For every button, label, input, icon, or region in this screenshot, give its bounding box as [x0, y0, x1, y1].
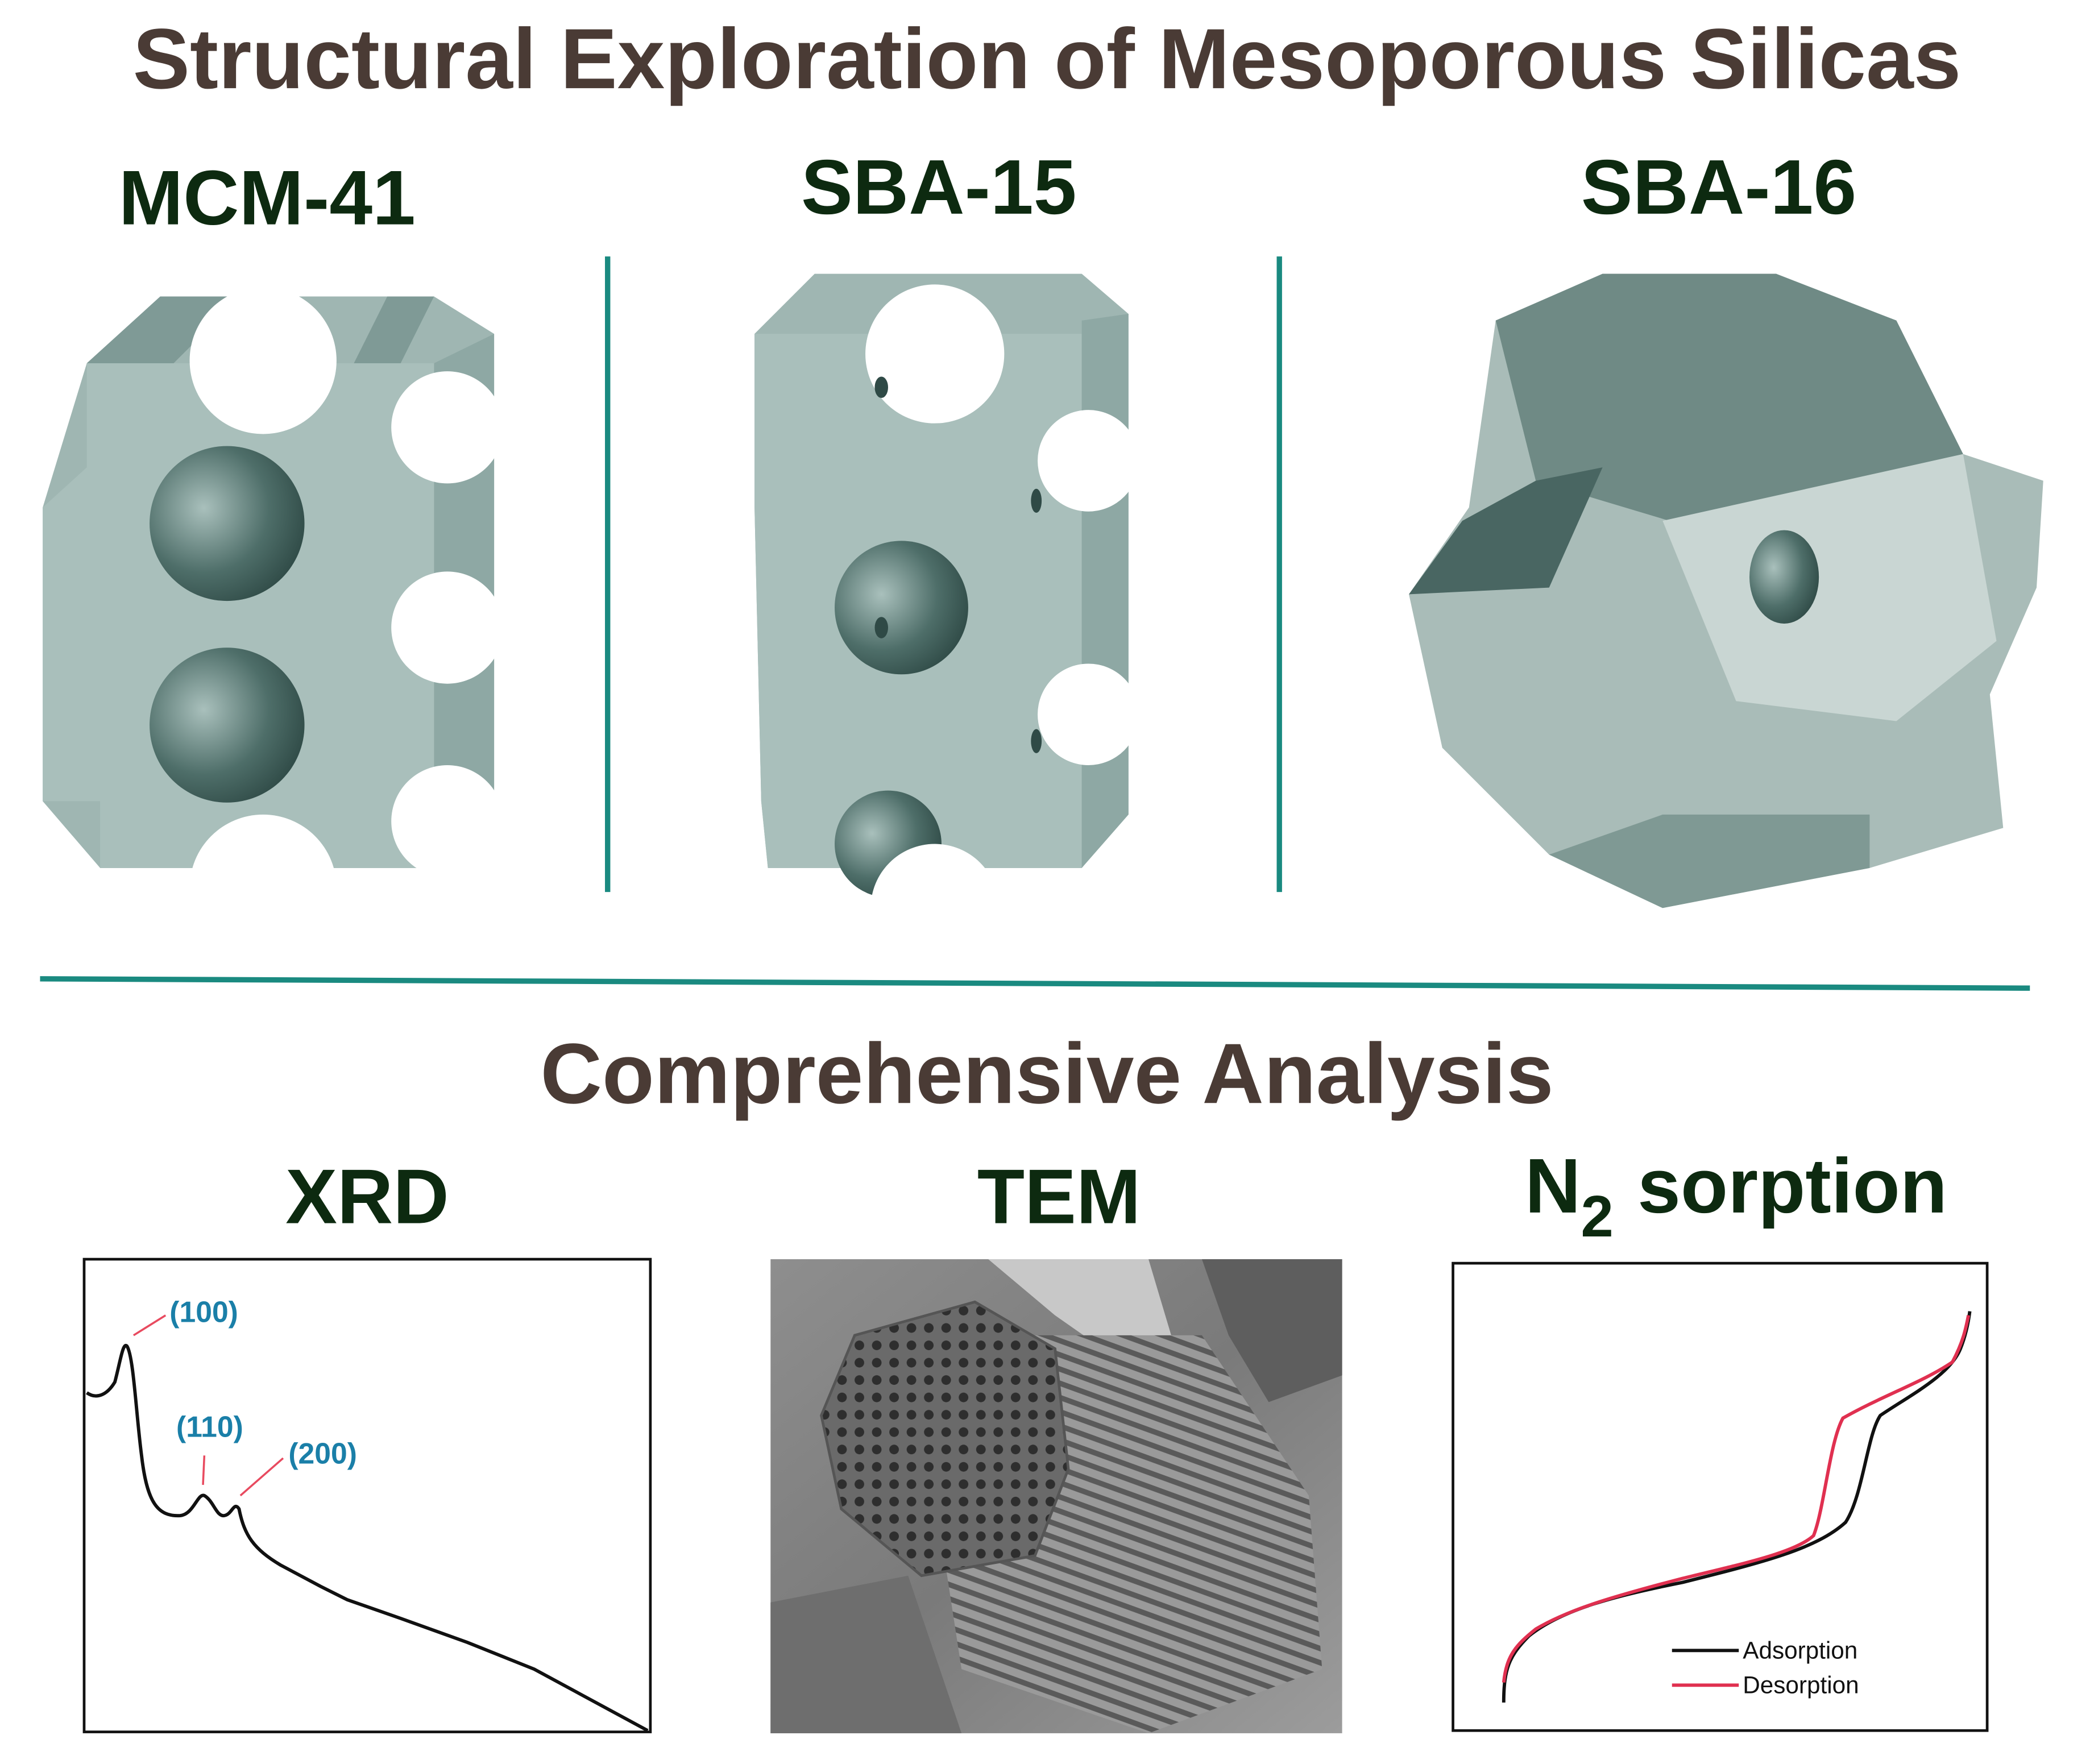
- legend-label: Adsorption: [1743, 1637, 1857, 1663]
- sba16-model: [1409, 273, 2043, 908]
- sorption-plot: Adsorption Desorption: [1452, 1261, 1989, 1732]
- panel-label: XRD: [285, 1153, 449, 1240]
- structure-label: SBA-15: [801, 144, 1076, 230]
- structure-label: SBA-16: [1581, 144, 1856, 230]
- section-title: Comprehensive Analysis: [540, 1026, 1553, 1121]
- legend-label: Desorption: [1743, 1671, 1859, 1698]
- label-suffix: sorption: [1637, 1143, 1947, 1229]
- main-title: Structural Exploration of Mesoporous Sil…: [133, 11, 1962, 106]
- panel-label: N2 sorption: [1525, 1143, 1947, 1249]
- mcm41-model: [43, 287, 504, 962]
- sba15-model: [754, 273, 1139, 973]
- xrd-plot: (100) (110) (200): [82, 1257, 652, 1733]
- peak-label: (200): [288, 1437, 357, 1470]
- peak-label: (110): [176, 1410, 243, 1443]
- structure-label: MCM-41: [119, 155, 416, 241]
- divider: [40, 976, 2030, 991]
- peak-label: (100): [169, 1295, 238, 1328]
- tem-image: [770, 1259, 1342, 1733]
- panel-label: TEM: [977, 1153, 1141, 1240]
- label-subscript: 2: [1581, 1183, 1613, 1249]
- label-main: N: [1525, 1143, 1581, 1229]
